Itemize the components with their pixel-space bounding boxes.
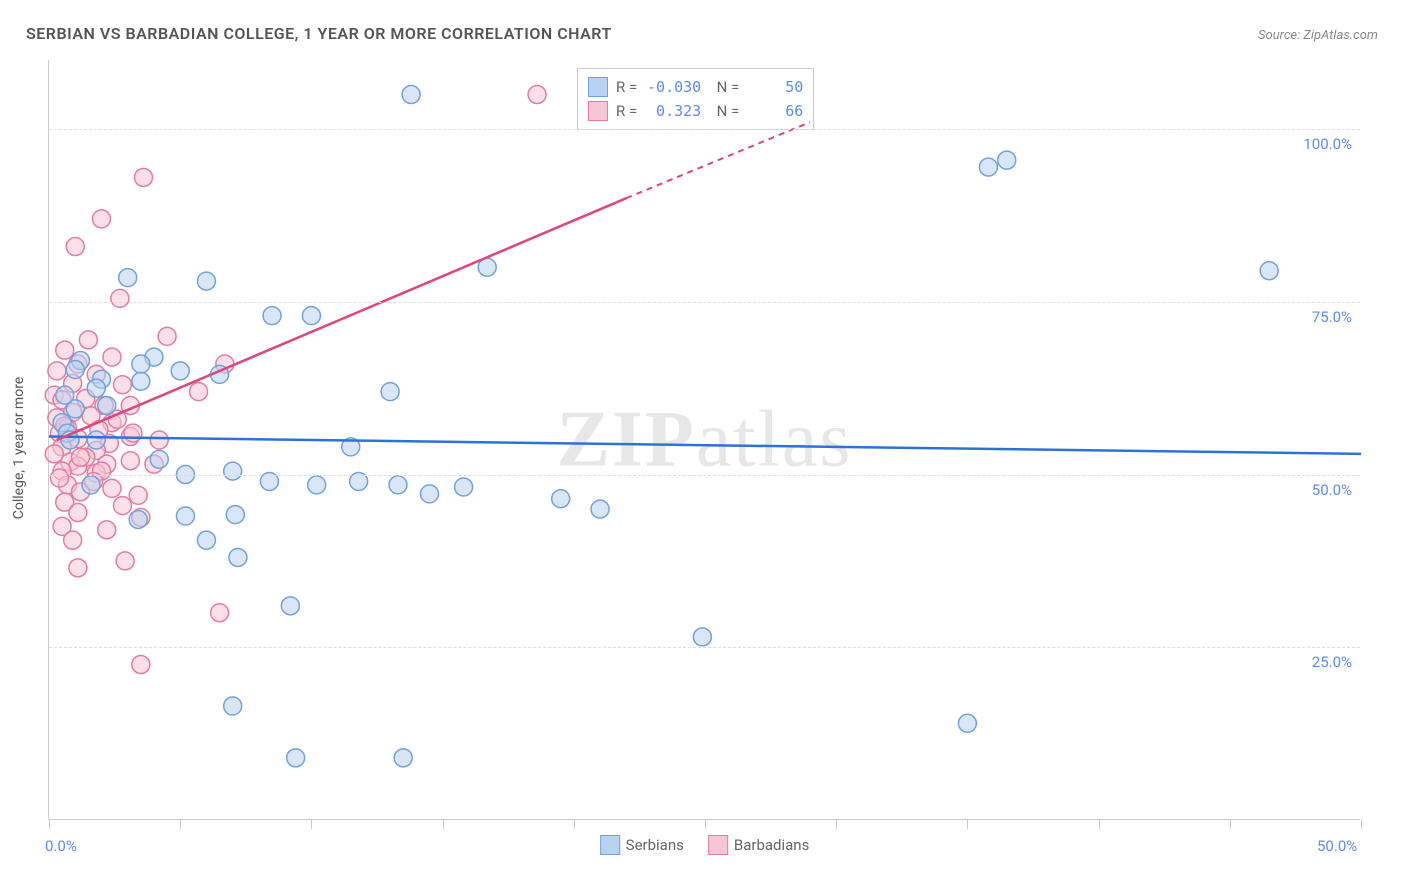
scatter-plot [49, 60, 1360, 819]
legend-item-serbians: Serbians [600, 835, 684, 855]
source-label: Source: ZipAtlas.com [1258, 28, 1378, 43]
serbians-swatch-icon [600, 835, 620, 855]
legend-label-serbians: Serbians [626, 836, 684, 854]
bottom-legend: Serbians Barbadians [600, 835, 810, 855]
y-axis-title: College, 1 year or more [11, 376, 27, 518]
legend-label-barbadians: Barbadians [734, 836, 809, 854]
chart-area: ZIPatlas College, 1 year or more R = -0.… [48, 60, 1360, 820]
legend-item-barbadians: Barbadians [708, 835, 809, 855]
chart-title: SERBIAN VS BARBADIAN COLLEGE, 1 YEAR OR … [26, 24, 612, 43]
barbadians-swatch-icon [708, 835, 728, 855]
